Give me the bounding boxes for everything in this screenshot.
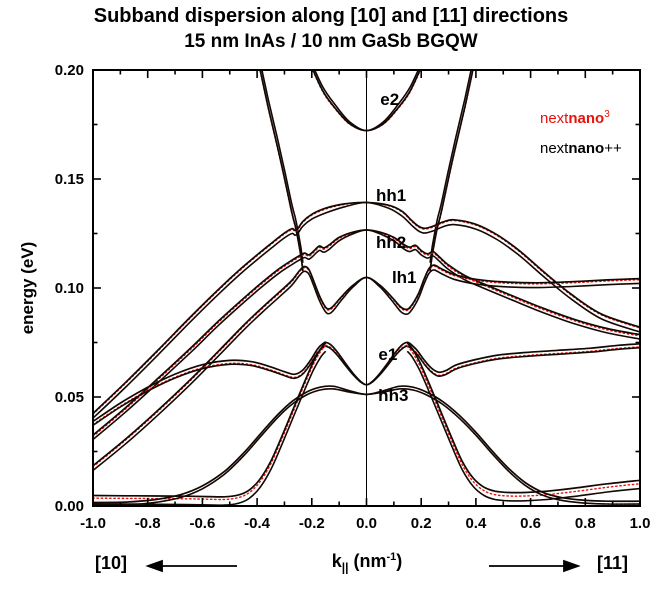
x-tick-label: -0.4 [244,515,271,532]
x-tick-label: -0.8 [135,515,161,532]
band-label-e2: e2 [380,90,400,110]
x-axis-label-unit-close: ) [396,551,403,571]
x-tick-label: 1.0 [630,515,651,532]
y-tick-label: 0.15 [55,171,84,188]
direction-label-11: [11] [597,553,629,573]
curve-e-steep-left-nextnanopp [259,70,304,272]
curve-e-steep-left-pair [261,70,304,263]
curve-hh2-pair [93,229,640,441]
right-arrow-head [563,559,581,573]
curve-e1-nextnano3 [93,344,640,426]
curves-group [93,70,640,506]
band-label-hh2: hh2 [375,233,407,253]
band-label-hh3: hh3 [378,385,409,405]
y-axis-label: energy (eV) [18,241,37,335]
curve-e1-pair [93,345,640,426]
legend-entry-nextnanopp: nextnano++ [540,140,622,157]
x-tick-label: 0.6 [520,515,541,532]
legend: nextnano3 nextnano++ [540,100,622,160]
left-arrow-head [145,559,163,573]
x-tick-label: -0.6 [189,515,215,532]
curve-hh1-nextnanopp [93,201,640,415]
curve-e-steep-right-pair [429,70,472,263]
curve-e2-pair [313,70,420,132]
direction-arrows [145,559,581,573]
y-tick-label: 0.10 [55,280,84,297]
legend-entry-nextnano3: nextnano3 [540,109,610,127]
tick-labels: -1.0 -0.8 -0.6 -0.4 -0.2 0.0 0.2 0.4 0.6 0.8 1.0 0.… [55,62,651,532]
curve-lh1-nextnanopp [93,264,640,467]
y-tick-label: 0.05 [55,389,84,406]
curve-hh-dive-right-nextnanopp [406,342,640,494]
direction-label-10: [10] [95,553,128,573]
x-tick-label: 0.4 [465,515,487,532]
band-label-lh1: lh1 [391,268,417,288]
curve-e-steep-right-nextnanopp [429,70,474,272]
x-axis-label-k: k [331,551,342,571]
curve-hh-dive-right-pair [406,350,640,502]
chart-title: Subband dispersion along [10] and [11] d… [93,5,569,27]
curve-lh1-pair [93,269,640,472]
axis-ticks [92,69,641,507]
x-axis-label-unit: (nm [348,551,387,571]
curve-hh1-pair [93,201,640,419]
curve-hh-dive-right-nextnano3 [406,345,640,497]
x-tick-label: -1.0 [80,515,106,532]
x-axis-label-exponent: -1 [386,551,397,563]
curve-hh3-pair [93,388,640,506]
x-tick-label: 0.2 [411,515,432,532]
x-axis-label-parallel-sub: || [341,560,349,575]
x-axis-label: k|| (nm-1) [332,551,403,575]
x-tick-label: -0.2 [299,515,325,532]
y-tick-label: 0.00 [55,498,84,515]
x-tick-label: 0.0 [356,515,377,532]
band-label-e1: e1 [378,344,398,364]
x-tick-label: 0.8 [575,515,596,532]
band-label-hh1: hh1 [375,186,407,205]
curve-hh-dive-left-pair [93,350,327,506]
y-tick-label: 0.20 [55,62,84,79]
chart-subtitle: 15 nm InAs / 10 nm GaSb BGQW [184,31,478,52]
